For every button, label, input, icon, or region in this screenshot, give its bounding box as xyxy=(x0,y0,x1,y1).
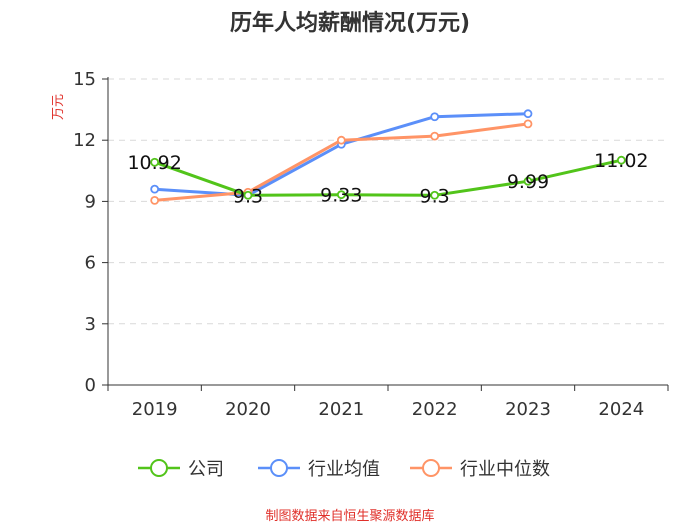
legend-marker xyxy=(422,459,440,477)
y-tick-labels: 0 3 6 9 12 15 xyxy=(73,69,96,396)
data-label-2021: 9.33 xyxy=(320,185,362,207)
data-label-2023: 9.99 xyxy=(507,171,549,193)
grid-lines xyxy=(108,78,668,325)
y-tick-label: 15 xyxy=(73,69,96,90)
legend-item-2[interactable]: 行业中位数 xyxy=(410,459,550,480)
data-point-0-2021 xyxy=(336,190,346,200)
y-tick-label: 12 xyxy=(73,130,96,151)
y-axis-label: 万元 xyxy=(51,94,66,120)
legend[interactable]: 公司 行业均值 行业中位数 xyxy=(138,459,550,480)
data-point-0-2022 xyxy=(430,190,440,200)
data-label-2019: 10.92 xyxy=(127,152,181,174)
x-tick-label-2023: 2023 xyxy=(505,399,551,420)
data-point-0-2023 xyxy=(523,176,533,186)
x-tick-label-2024: 2024 xyxy=(598,399,644,420)
data-point-0-2019 xyxy=(150,157,160,167)
x-tick-label-2021: 2021 xyxy=(318,399,364,420)
legend-item-0[interactable]: 公司 xyxy=(138,459,224,480)
x-tick-label-2019: 2019 xyxy=(132,399,178,420)
data-labels: 10.92 9.3 9.33 9.3 9.99 11.02 xyxy=(127,150,648,207)
y-tick-label: 3 xyxy=(85,314,96,335)
data-point-0-2020 xyxy=(243,190,253,200)
legend-label: 行业均值 xyxy=(308,459,380,480)
axes xyxy=(102,77,669,391)
series-line-0 xyxy=(153,158,623,197)
source-note: 制图数据来自恒生聚源数据库 xyxy=(265,508,434,524)
legend-label: 行业中位数 xyxy=(460,459,550,480)
data-point-2-2023 xyxy=(523,119,533,129)
data-point-1-2019 xyxy=(150,184,160,194)
data-point-2-2022 xyxy=(430,131,440,141)
chart-title: 历年人均薪酬情况(万元) xyxy=(230,10,470,36)
x-tick-label-2020: 2020 xyxy=(225,399,271,420)
legend-marker xyxy=(150,459,168,477)
data-point-2-2021 xyxy=(336,135,346,145)
x-tick-labels: 2019 2020 2021 2022 2023 2024 xyxy=(132,399,644,420)
legend-marker xyxy=(270,459,288,477)
data-label-2022: 9.3 xyxy=(420,185,450,207)
data-point-2-2019 xyxy=(150,195,160,205)
x-tick-label-2022: 2022 xyxy=(412,399,458,420)
data-label-2024: 11.02 xyxy=(594,150,648,172)
y-tick-label: 9 xyxy=(85,191,96,212)
data-point-1-2023 xyxy=(523,109,533,119)
y-tick-label: 0 xyxy=(85,375,96,396)
series-lines xyxy=(150,109,626,205)
data-point-0-2024 xyxy=(616,155,626,165)
legend-label: 公司 xyxy=(188,459,224,480)
legend-item-1[interactable]: 行业均值 xyxy=(258,459,380,480)
y-tick-label: 6 xyxy=(85,253,96,274)
data-point-1-2022 xyxy=(430,112,440,122)
data-label-2020: 9.3 xyxy=(233,185,263,207)
